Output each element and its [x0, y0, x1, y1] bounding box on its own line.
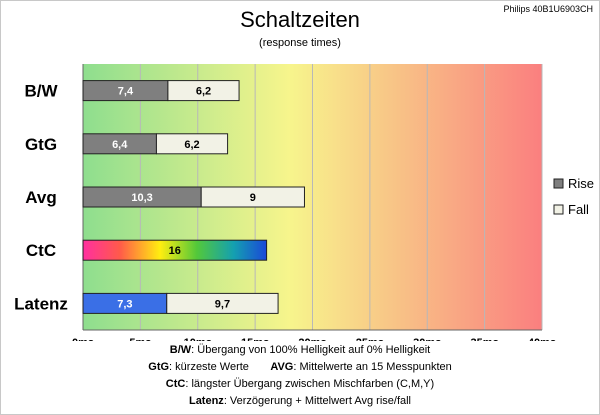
category-label: Avg [25, 188, 57, 207]
data-label-rise: 7,4 [118, 86, 134, 98]
legend: Rise Fall [553, 176, 594, 217]
category-label: B/W [24, 82, 58, 101]
chart-subtitle: (response times) [259, 37, 341, 49]
note-ctc: CtC: längster Übergang zwischen Mischfar… [165, 378, 435, 390]
legend-label: Rise [568, 176, 594, 191]
chart-title: Schaltzeiten [240, 7, 360, 32]
legend-swatch [553, 178, 564, 189]
data-label-fall: 6,2 [196, 86, 211, 98]
category-label: Latenz [14, 294, 68, 313]
legend-label: Fall [568, 202, 589, 217]
note-latenz: Latenz: Verzögerung + Mittelwert Avg ris… [188, 395, 412, 407]
data-label-fall: 6,2 [184, 139, 199, 151]
bar-fall [167, 80, 240, 102]
bar-rise [82, 239, 268, 261]
data-label-rise: 7,3 [117, 298, 132, 310]
bars: 7,4 6,2 6,4 6,2 10,3 9 16 7,3 9,7 [82, 80, 305, 314]
x-tick-label: 40ms [528, 337, 556, 341]
category-label: CtC [26, 241, 56, 260]
x-tick-label: 25ms [356, 337, 384, 341]
bar-fall [200, 186, 305, 208]
x-tick-labels: 0ms 5ms 10ms 15ms 20ms 25ms 30ms 35ms 40ms [72, 337, 556, 341]
grid-lines [82, 64, 543, 331]
x-tick-label: 10ms [184, 337, 212, 341]
note-gtg-avg: GtG: kürzeste Werte AVG: Mittelwerte an … [148, 361, 452, 373]
category-labels: B/W GtG Avg CtC Latenz [14, 82, 68, 314]
note-bw: B/W: Übergang von 100% Helligkeit auf 0%… [169, 344, 431, 356]
x-tick-label: 30ms [413, 337, 441, 341]
legend-notes: B/W: Übergang von 100% Helligkeit auf 0%… [1, 342, 599, 410]
legend-swatch [553, 204, 564, 215]
x-tick-label: 35ms [471, 337, 499, 341]
category-label: GtG [25, 135, 57, 154]
data-label-rise: 6,4 [112, 139, 128, 151]
bar-fall [155, 133, 229, 155]
x-tick-label: 0ms [72, 337, 94, 341]
data-label-fall: 9,7 [215, 298, 230, 310]
x-tick-label: 5ms [129, 337, 151, 341]
data-label-rise: 10,3 [131, 192, 152, 204]
data-label-fall: 9 [250, 192, 256, 204]
bar-fall [166, 292, 279, 314]
data-label-rise: 16 [169, 245, 181, 257]
x-tick-label: 20ms [298, 337, 326, 341]
monitor-model: Philips 40B1U6903CH [503, 4, 593, 14]
x-tick-label: 15ms [241, 337, 269, 341]
